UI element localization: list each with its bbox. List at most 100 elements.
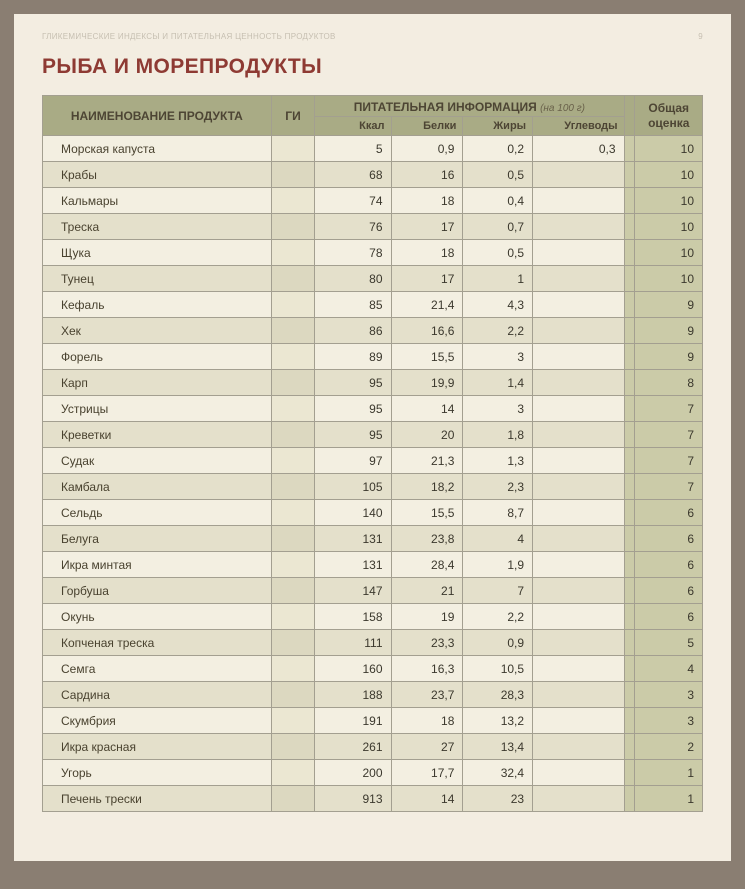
cell-protein: 19,9 [391, 370, 463, 396]
cell-protein: 18,2 [391, 474, 463, 500]
cell-gi [271, 240, 315, 266]
cell-carbs [533, 162, 624, 188]
cell-kcal: 131 [315, 526, 391, 552]
cell-gi [271, 708, 315, 734]
cell-sep [624, 682, 635, 708]
table-row: Карп9519,91,48 [43, 370, 703, 396]
table-row: Кальмары74180,410 [43, 188, 703, 214]
cell-score: 9 [635, 318, 703, 344]
page: ГЛИКЕМИЧЕСКИЕ ИНДЕКСЫ И ПИТАТЕЛЬНАЯ ЦЕНН… [14, 14, 731, 861]
cell-score: 1 [635, 760, 703, 786]
table-row: Крабы68160,510 [43, 162, 703, 188]
cell-fat: 1,9 [463, 552, 533, 578]
cell-carbs [533, 344, 624, 370]
cell-carbs [533, 734, 624, 760]
cell-score: 9 [635, 344, 703, 370]
cell-score: 2 [635, 734, 703, 760]
cell-sep [624, 188, 635, 214]
cell-fat: 3 [463, 344, 533, 370]
cell-kcal: 74 [315, 188, 391, 214]
cell-carbs [533, 786, 624, 812]
cell-gi [271, 786, 315, 812]
cell-carbs [533, 708, 624, 734]
cell-name: Кальмары [43, 188, 272, 214]
cell-gi [271, 188, 315, 214]
cell-gi [271, 578, 315, 604]
cell-carbs [533, 552, 624, 578]
cell-gi [271, 266, 315, 292]
col-carbs: Углеводы [533, 117, 624, 136]
cell-kcal: 68 [315, 162, 391, 188]
cell-score: 6 [635, 500, 703, 526]
cell-protein: 28,4 [391, 552, 463, 578]
cell-fat: 10,5 [463, 656, 533, 682]
cell-fat: 2,3 [463, 474, 533, 500]
cell-score: 9 [635, 292, 703, 318]
cell-sep [624, 214, 635, 240]
cell-fat: 2,2 [463, 318, 533, 344]
cell-sep [624, 578, 635, 604]
table-row: Камбала10518,22,37 [43, 474, 703, 500]
cell-score: 6 [635, 526, 703, 552]
cell-sep [624, 396, 635, 422]
cell-carbs [533, 266, 624, 292]
cell-sep [624, 630, 635, 656]
cell-fat: 0,4 [463, 188, 533, 214]
cell-carbs [533, 760, 624, 786]
cell-gi [271, 292, 315, 318]
cell-kcal: 160 [315, 656, 391, 682]
cell-name: Белуга [43, 526, 272, 552]
cell-score: 7 [635, 422, 703, 448]
cell-carbs [533, 448, 624, 474]
page-title: РЫБА И МОРЕПРОДУКТЫ [42, 55, 703, 79]
cell-sep [624, 656, 635, 682]
cell-protein: 15,5 [391, 344, 463, 370]
table-row: Окунь158192,26 [43, 604, 703, 630]
table-row: Устрицы951437 [43, 396, 703, 422]
cell-carbs: 0,3 [533, 136, 624, 162]
cell-protein: 15,5 [391, 500, 463, 526]
cell-kcal: 95 [315, 370, 391, 396]
cell-sep [624, 604, 635, 630]
cell-kcal: 131 [315, 552, 391, 578]
cell-name: Сардина [43, 682, 272, 708]
cell-score: 6 [635, 578, 703, 604]
cell-score: 7 [635, 474, 703, 500]
table-row: Сельдь14015,58,76 [43, 500, 703, 526]
cell-gi [271, 162, 315, 188]
cell-carbs [533, 682, 624, 708]
cell-gi [271, 396, 315, 422]
cell-carbs [533, 500, 624, 526]
cell-score: 3 [635, 682, 703, 708]
cell-sep [624, 786, 635, 812]
cell-name: Крабы [43, 162, 272, 188]
cell-sep [624, 162, 635, 188]
table-row: Угорь20017,732,41 [43, 760, 703, 786]
cell-sep [624, 500, 635, 526]
cell-gi [271, 604, 315, 630]
cell-name: Морская капуста [43, 136, 272, 162]
cell-kcal: 86 [315, 318, 391, 344]
cell-gi [271, 318, 315, 344]
cell-sep [624, 526, 635, 552]
table-row: Семга16016,310,54 [43, 656, 703, 682]
table-row: Копченая треска11123,30,95 [43, 630, 703, 656]
col-nutrition-group: ПИТАТЕЛЬНАЯ ИНФОРМАЦИЯ (на 100 г) [315, 96, 624, 117]
cell-carbs [533, 604, 624, 630]
cell-fat: 4 [463, 526, 533, 552]
cell-score: 5 [635, 630, 703, 656]
col-nutrition-group-label: ПИТАТЕЛЬНАЯ ИНФОРМАЦИЯ [354, 100, 537, 114]
cell-sep [624, 292, 635, 318]
cell-carbs [533, 630, 624, 656]
cell-protein: 18 [391, 240, 463, 266]
nutrition-table: НАИМЕНОВАНИЕ ПРОДУКТА ГИ ПИТАТЕЛЬНАЯ ИНФ… [42, 95, 703, 812]
cell-sep [624, 318, 635, 344]
cell-kcal: 147 [315, 578, 391, 604]
cell-fat: 3 [463, 396, 533, 422]
cell-gi [271, 344, 315, 370]
cell-score: 4 [635, 656, 703, 682]
cell-kcal: 89 [315, 344, 391, 370]
col-separator [624, 96, 635, 136]
cell-name: Хек [43, 318, 272, 344]
cell-score: 3 [635, 708, 703, 734]
